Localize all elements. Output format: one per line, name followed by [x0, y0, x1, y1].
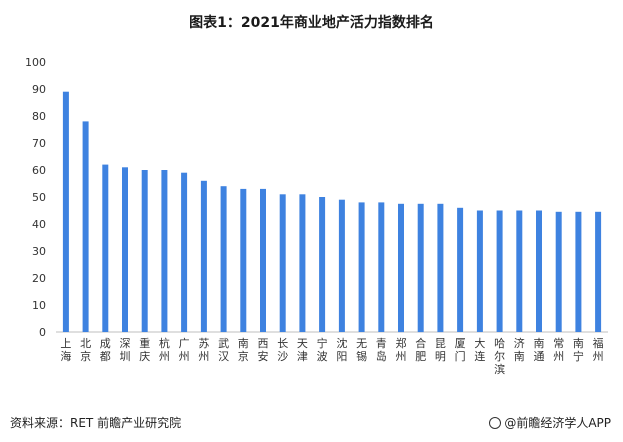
bar — [181, 172, 188, 332]
y-tick-label: 50 — [32, 191, 46, 204]
paw-icon — [489, 417, 502, 429]
x-tick-label: 大连 — [474, 336, 485, 363]
source-note: 资料来源：RET 前瞻产业研究院 — [10, 416, 182, 430]
bar — [496, 210, 503, 332]
x-tick-label: 武汉 — [218, 337, 229, 363]
bar — [299, 194, 306, 332]
bar — [122, 167, 128, 332]
bar — [141, 170, 148, 332]
bar — [358, 202, 365, 332]
bar — [536, 210, 542, 332]
y-tick-label: 90 — [32, 83, 46, 96]
brand-credit-text: @前瞻经济学人APP — [504, 416, 611, 430]
bar — [437, 203, 444, 333]
x-tick-label: 南通 — [534, 337, 545, 363]
x-tick-label: 厦门 — [455, 337, 466, 363]
x-tick-label: 常州 — [553, 337, 564, 363]
brand-credit: @前瞻经济学人APP — [489, 414, 611, 431]
bar — [476, 210, 483, 332]
bar — [516, 210, 523, 332]
x-tick-label: 西安 — [258, 337, 269, 363]
x-tick-label: 南京 — [238, 337, 249, 363]
x-tick-label: 郑州 — [396, 336, 407, 363]
x-tick-label: 福州 — [593, 336, 604, 363]
bar — [417, 203, 424, 333]
bar — [102, 164, 109, 332]
bar — [260, 188, 266, 332]
x-tick-label: 青岛 — [376, 337, 387, 363]
bar — [595, 211, 602, 332]
x-tick-label: 南宁 — [573, 337, 584, 363]
x-tick-label: 济南 — [514, 336, 525, 363]
x-tick-label: 沈阳 — [336, 336, 347, 363]
x-tick-label: 北京 — [80, 337, 91, 363]
y-tick-label: 20 — [32, 272, 46, 285]
bar — [575, 211, 582, 332]
bar — [319, 197, 326, 332]
bar — [240, 188, 247, 332]
bar — [279, 194, 286, 332]
x-tick-label: 长沙 — [277, 337, 288, 363]
y-tick-label: 30 — [32, 245, 46, 258]
y-tick-label: 10 — [32, 299, 46, 312]
bar — [62, 91, 69, 332]
x-tick-label: 杭州 — [159, 336, 170, 363]
x-tick-label: 苏州 — [198, 337, 209, 363]
x-tick-label: 无锡 — [356, 337, 367, 363]
x-tick-label: 哈尔滨 — [494, 337, 505, 376]
y-tick-label: 80 — [32, 110, 46, 123]
y-tick-labels: 0 10 20 30 40 50 60 70 80 90 100 — [25, 56, 46, 339]
y-tick-label: 0 — [39, 326, 46, 339]
chart-bars — [62, 91, 602, 333]
y-tick-label: 60 — [32, 164, 46, 177]
y-tick-label: 100 — [25, 56, 46, 69]
x-tick-label: 昆明 — [435, 337, 446, 363]
y-tick-label: 70 — [32, 137, 46, 150]
bar — [200, 180, 207, 332]
x-tick-label: 合肥 — [415, 336, 426, 363]
x-tick-label: 深圳 — [120, 337, 131, 363]
y-tick-label: 40 — [32, 218, 46, 231]
bar — [338, 199, 345, 332]
bar — [378, 202, 385, 332]
bar — [161, 170, 168, 332]
bar — [555, 211, 562, 332]
x-tick-labels: 上海北京成都深圳重庆杭州广州苏州武汉南京西安长沙天津宁波沈阳无锡青岛郑州合肥昆明… — [60, 336, 603, 376]
bar — [82, 121, 89, 333]
x-tick-label: 成都 — [100, 337, 111, 363]
bar — [457, 207, 464, 332]
x-tick-label: 广州 — [179, 337, 190, 363]
bar — [220, 186, 227, 332]
x-tick-label: 重庆 — [139, 336, 150, 363]
chart-title: 图表1：2021年商业地产活力指数排名 — [189, 15, 434, 31]
x-tick-label: 上海 — [60, 337, 71, 363]
bar — [398, 203, 404, 333]
x-tick-label: 宁波 — [317, 336, 328, 363]
x-tick-label: 天津 — [297, 337, 308, 363]
